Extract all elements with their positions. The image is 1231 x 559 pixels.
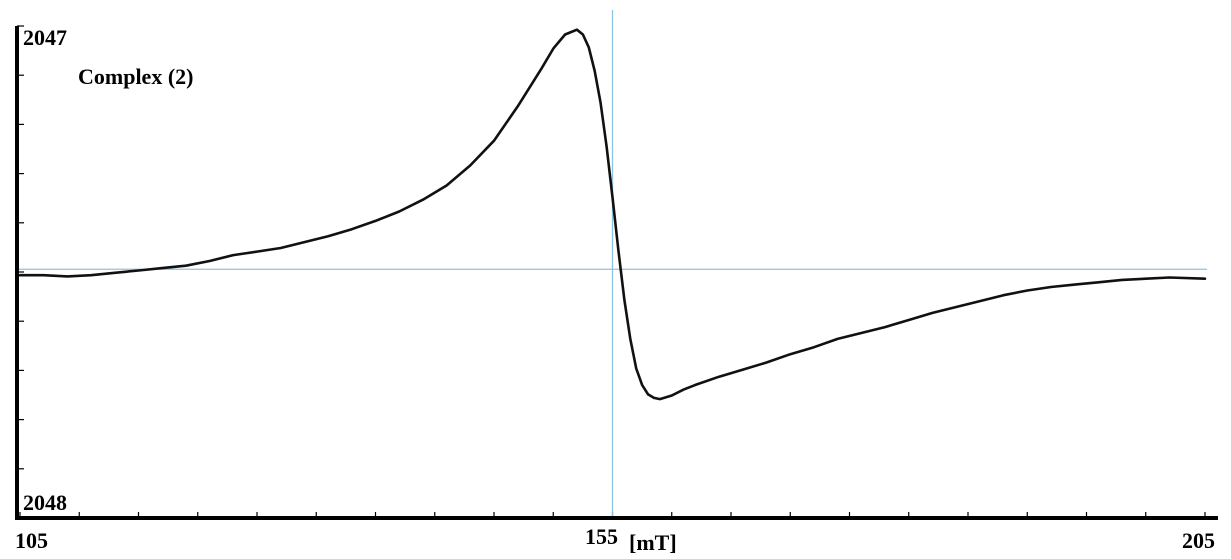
epr-trace-series xyxy=(18,28,1207,401)
chart-title: Complex (2) xyxy=(78,64,193,89)
x-tick-label-mid: 155 xyxy=(585,524,618,549)
y-bottom-label: 2048 xyxy=(23,490,67,515)
x-tick-label-min: 105 xyxy=(15,528,48,553)
y-top-label: 2047 xyxy=(23,25,67,50)
x-tick-label-max: 205 xyxy=(1182,528,1215,553)
x-unit-label: [mT] xyxy=(629,530,677,555)
